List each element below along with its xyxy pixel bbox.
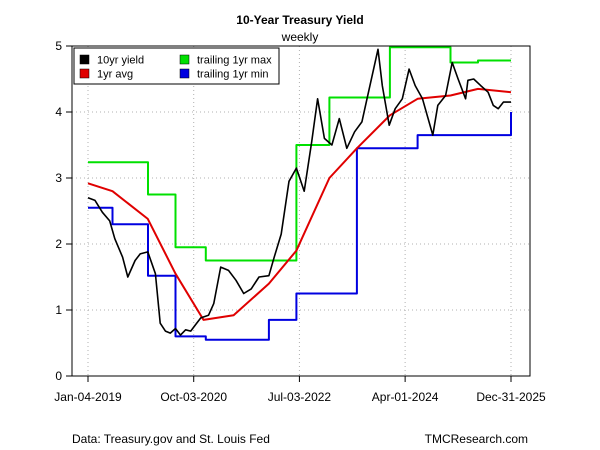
legend-swatch [79, 68, 90, 79]
y-tick-label: 3 [55, 171, 62, 185]
legend-label: 10yr yield [97, 55, 144, 67]
legend: 10yr yield 1yr avg trailing 1yr max trailin… [73, 47, 280, 85]
source-note: Data: Treasury.gov and St. Louis Fed [72, 432, 270, 446]
legend-label: trailing 1yr max [197, 55, 272, 67]
credit-note: TMCResearch.com [425, 432, 528, 446]
chart-title: 10-Year Treasury Yield [236, 13, 363, 27]
legend-label: 1yr avg [97, 69, 133, 81]
legend-box [73, 47, 280, 85]
y-tick-label: 4 [55, 105, 62, 119]
series-line-1yr-avg [87, 87, 512, 321]
x-tick-label: Jul-03-2022 [268, 390, 332, 404]
y-tick-label: 0 [55, 369, 62, 383]
x-tick-label: Oct-03-2020 [160, 390, 227, 404]
axes: 0 1 2 3 4 5 Jan-04-2019 Oct-03-2020 Jul-03-2022 A… [54, 39, 546, 404]
x-tick-label: Jan-04-2019 [54, 390, 122, 404]
legend-swatch [179, 68, 190, 79]
y-tick-label: 2 [55, 237, 62, 251]
chart-subtitle: weekly [281, 30, 319, 44]
legend-swatch [179, 54, 190, 65]
series-line-trailing-1yr-max [88, 46, 511, 262]
y-tick-label: 1 [55, 303, 62, 317]
y-tick-label: 5 [55, 39, 62, 53]
legend-label: trailing 1yr min [197, 69, 269, 81]
series-line-10yr-yield [87, 48, 511, 336]
x-tick-label: Apr-01-2024 [372, 390, 439, 404]
series-lines [87, 46, 512, 341]
x-tick-label: Dec-31-2025 [476, 390, 546, 404]
plot-frame [71, 45, 531, 377]
grid-lines [72, 45, 530, 377]
legend-swatch [79, 54, 90, 65]
series-line-trailing-1yr-min [88, 112, 512, 341]
